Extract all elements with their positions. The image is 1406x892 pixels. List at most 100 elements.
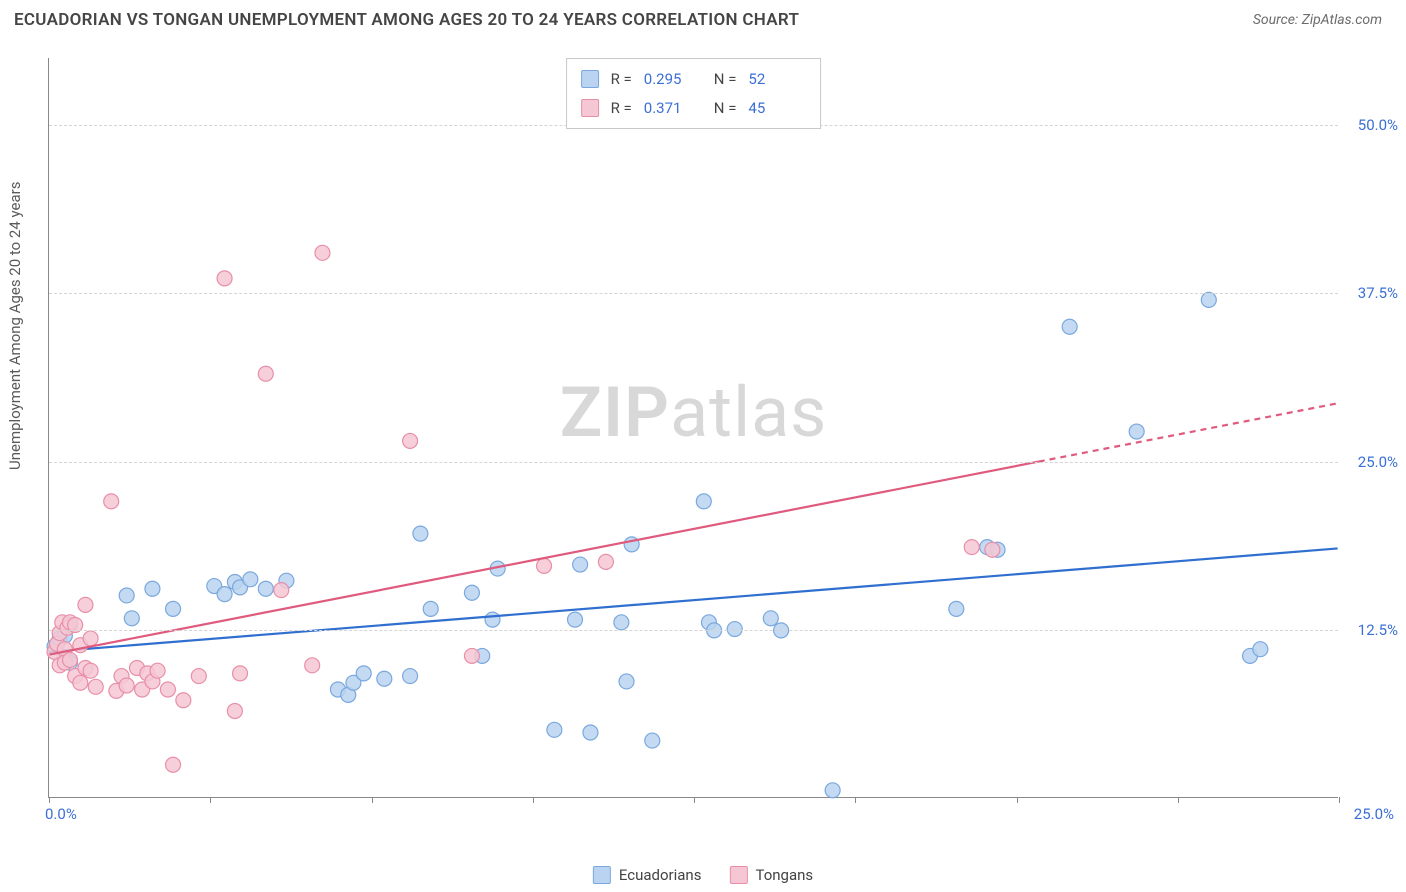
data-point-tongans bbox=[598, 554, 613, 569]
data-point-ecuadorians bbox=[377, 671, 392, 686]
data-point-ecuadorians bbox=[145, 581, 160, 596]
swatch-ecuadorians-icon bbox=[581, 70, 599, 88]
swatch-tongans-bottom-icon bbox=[729, 866, 747, 884]
data-point-tongans bbox=[166, 757, 181, 772]
data-point-tongans bbox=[78, 597, 93, 612]
source-prefix: Source: bbox=[1253, 12, 1302, 28]
data-point-ecuadorians bbox=[119, 588, 134, 603]
x-tick bbox=[210, 797, 211, 803]
source-name: ZipAtlas.com bbox=[1302, 12, 1382, 28]
data-point-ecuadorians bbox=[485, 612, 500, 627]
data-point-tongans bbox=[258, 366, 273, 381]
source-attribution: Source: ZipAtlas.com bbox=[1253, 12, 1382, 28]
data-point-ecuadorians bbox=[166, 601, 181, 616]
plot-svg bbox=[49, 58, 1338, 797]
data-point-tongans bbox=[464, 648, 479, 663]
data-point-ecuadorians bbox=[645, 733, 660, 748]
data-point-tongans bbox=[88, 679, 103, 694]
data-point-ecuadorians bbox=[1129, 424, 1144, 439]
legend-label-tongans: Tongans bbox=[755, 866, 813, 884]
chart-container: Unemployment Among Ages 20 to 24 years Z… bbox=[0, 50, 1406, 892]
data-point-tongans bbox=[315, 245, 330, 260]
legend-stats-row-1: R = 0.295 N = 52 bbox=[581, 65, 807, 94]
data-point-ecuadorians bbox=[619, 674, 634, 689]
data-point-ecuadorians bbox=[1062, 319, 1077, 334]
legend-item-tongans: Tongans bbox=[729, 866, 813, 884]
x-tick bbox=[533, 797, 534, 803]
data-point-ecuadorians bbox=[423, 601, 438, 616]
y-tick-label: 12.5% bbox=[1346, 621, 1398, 639]
data-point-ecuadorians bbox=[763, 611, 778, 626]
data-point-tongans bbox=[191, 669, 206, 684]
r-value-ecuadorians: 0.295 bbox=[644, 65, 702, 94]
n-label-2: N = bbox=[714, 94, 737, 123]
legend-item-ecuadorians: Ecuadorians bbox=[593, 866, 702, 884]
data-point-ecuadorians bbox=[567, 612, 582, 627]
data-point-tongans bbox=[62, 652, 77, 667]
legend-stats: R = 0.295 N = 52 R = 0.371 N = 45 bbox=[566, 58, 822, 129]
data-point-tongans bbox=[176, 693, 191, 708]
data-point-ecuadorians bbox=[696, 494, 711, 509]
data-point-tongans bbox=[83, 631, 98, 646]
data-point-tongans bbox=[233, 666, 248, 681]
data-point-tongans bbox=[274, 583, 289, 598]
data-point-tongans bbox=[150, 663, 165, 678]
data-point-ecuadorians bbox=[573, 557, 588, 572]
n-label: N = bbox=[714, 65, 737, 94]
trend-line-dashed-tongans bbox=[1039, 403, 1338, 461]
r-label: R = bbox=[611, 65, 632, 94]
data-point-tongans bbox=[964, 540, 979, 555]
y-tick-label: 50.0% bbox=[1346, 116, 1398, 134]
data-point-ecuadorians bbox=[124, 611, 139, 626]
data-point-ecuadorians bbox=[614, 615, 629, 630]
data-point-ecuadorians bbox=[547, 722, 562, 737]
data-point-tongans bbox=[227, 704, 242, 719]
data-point-tongans bbox=[83, 663, 98, 678]
legend-label-ecuadorians: Ecuadorians bbox=[619, 866, 702, 884]
gridline-horizontal bbox=[49, 293, 1338, 294]
swatch-ecuadorians-bottom-icon bbox=[593, 866, 611, 884]
x-axis-min-label: 0.0% bbox=[45, 805, 77, 823]
data-point-tongans bbox=[160, 682, 175, 697]
data-point-tongans bbox=[119, 678, 134, 693]
data-point-ecuadorians bbox=[1201, 292, 1216, 307]
header: ECUADORIAN VS TONGAN UNEMPLOYMENT AMONG … bbox=[0, 0, 1406, 40]
data-point-ecuadorians bbox=[949, 601, 964, 616]
data-point-ecuadorians bbox=[1253, 642, 1268, 657]
legend-series: Ecuadorians Tongans bbox=[593, 866, 813, 884]
data-point-tongans bbox=[537, 558, 552, 573]
y-tick-label: 25.0% bbox=[1346, 453, 1398, 471]
data-point-tongans bbox=[305, 658, 320, 673]
data-point-ecuadorians bbox=[464, 585, 479, 600]
x-tick bbox=[49, 797, 50, 803]
data-point-ecuadorians bbox=[825, 783, 840, 798]
gridline-horizontal bbox=[49, 630, 1338, 631]
y-tick-label: 37.5% bbox=[1346, 284, 1398, 302]
data-point-ecuadorians bbox=[413, 526, 428, 541]
data-point-ecuadorians bbox=[243, 572, 258, 587]
y-axis-label: Unemployment Among Ages 20 to 24 years bbox=[6, 182, 24, 470]
data-point-ecuadorians bbox=[356, 666, 371, 681]
data-point-tongans bbox=[985, 542, 1000, 557]
r-label-2: R = bbox=[611, 94, 632, 123]
data-point-tongans bbox=[217, 271, 232, 286]
plot-area: ZIPatlas R = 0.295 N = 52 R = 0.371 N = … bbox=[48, 58, 1338, 798]
data-point-tongans bbox=[403, 433, 418, 448]
data-point-ecuadorians bbox=[258, 581, 273, 596]
gridline-horizontal bbox=[49, 462, 1338, 463]
x-tick bbox=[372, 797, 373, 803]
n-value-ecuadorians: 52 bbox=[748, 65, 806, 94]
n-value-tongans: 45 bbox=[748, 94, 806, 123]
x-tick bbox=[855, 797, 856, 803]
swatch-tongans-icon bbox=[581, 99, 599, 117]
x-tick bbox=[1178, 797, 1179, 803]
data-point-ecuadorians bbox=[217, 587, 232, 602]
data-point-ecuadorians bbox=[403, 669, 418, 684]
trend-line-ecuadorians bbox=[49, 548, 1337, 651]
data-point-tongans bbox=[104, 494, 119, 509]
trend-line-tongans bbox=[49, 462, 1038, 655]
x-tick bbox=[694, 797, 695, 803]
r-value-tongans: 0.371 bbox=[644, 94, 702, 123]
legend-stats-row-2: R = 0.371 N = 45 bbox=[581, 94, 807, 123]
chart-title: ECUADORIAN VS TONGAN UNEMPLOYMENT AMONG … bbox=[14, 10, 799, 30]
